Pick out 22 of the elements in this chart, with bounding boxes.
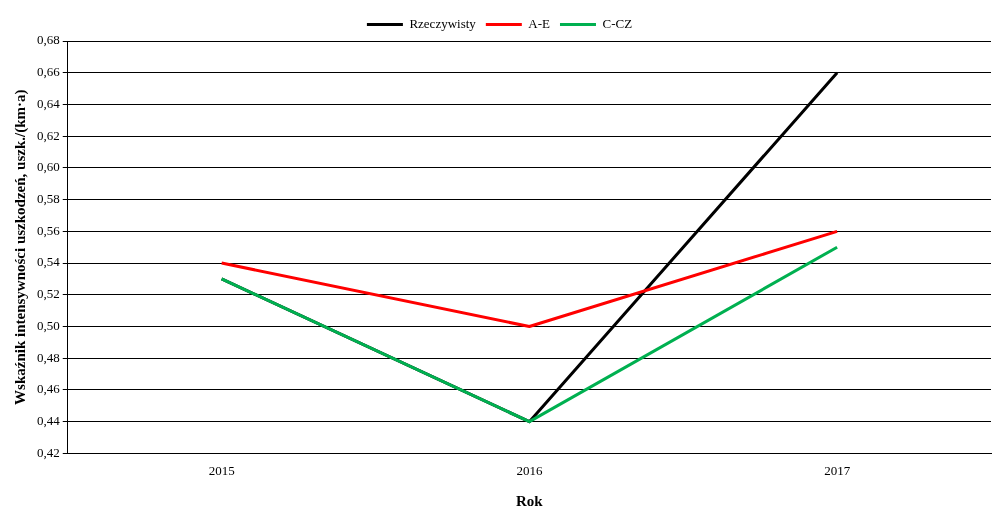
y-tick-label: 0,44 bbox=[37, 413, 61, 429]
legend-label: C-CZ bbox=[602, 15, 633, 31]
x-tick-label: 2017 bbox=[824, 462, 851, 478]
y-tick-label: 0,60 bbox=[37, 159, 60, 175]
y-tick-label: 0,58 bbox=[37, 191, 60, 207]
y-tick-label: 0,68 bbox=[37, 32, 60, 48]
y-tick-label: 0,46 bbox=[37, 381, 61, 397]
y-tick-label: 0,66 bbox=[37, 64, 61, 80]
x-tick-label: 2016 bbox=[516, 462, 543, 478]
x-axis-title: Rok bbox=[516, 492, 544, 509]
y-axis-title: Wskaźnik intensywności uszkodzeń, uszk./(km·a) bbox=[11, 89, 29, 405]
legend-label: Rzeczywisty bbox=[409, 15, 477, 31]
legend-label: A-E bbox=[528, 15, 551, 31]
y-tick-label: 0,54 bbox=[37, 254, 61, 270]
y-tick-label: 0,62 bbox=[37, 127, 60, 143]
y-tick-label: 0,56 bbox=[37, 222, 61, 238]
y-tick-label: 0,64 bbox=[37, 95, 61, 111]
y-tick-label: 0,48 bbox=[37, 349, 60, 365]
y-tick-label: 0,52 bbox=[37, 286, 60, 302]
y-tick-label: 0,42 bbox=[37, 444, 60, 460]
x-tick-label: 2015 bbox=[208, 462, 235, 478]
y-tick-label: 0,50 bbox=[37, 317, 60, 333]
